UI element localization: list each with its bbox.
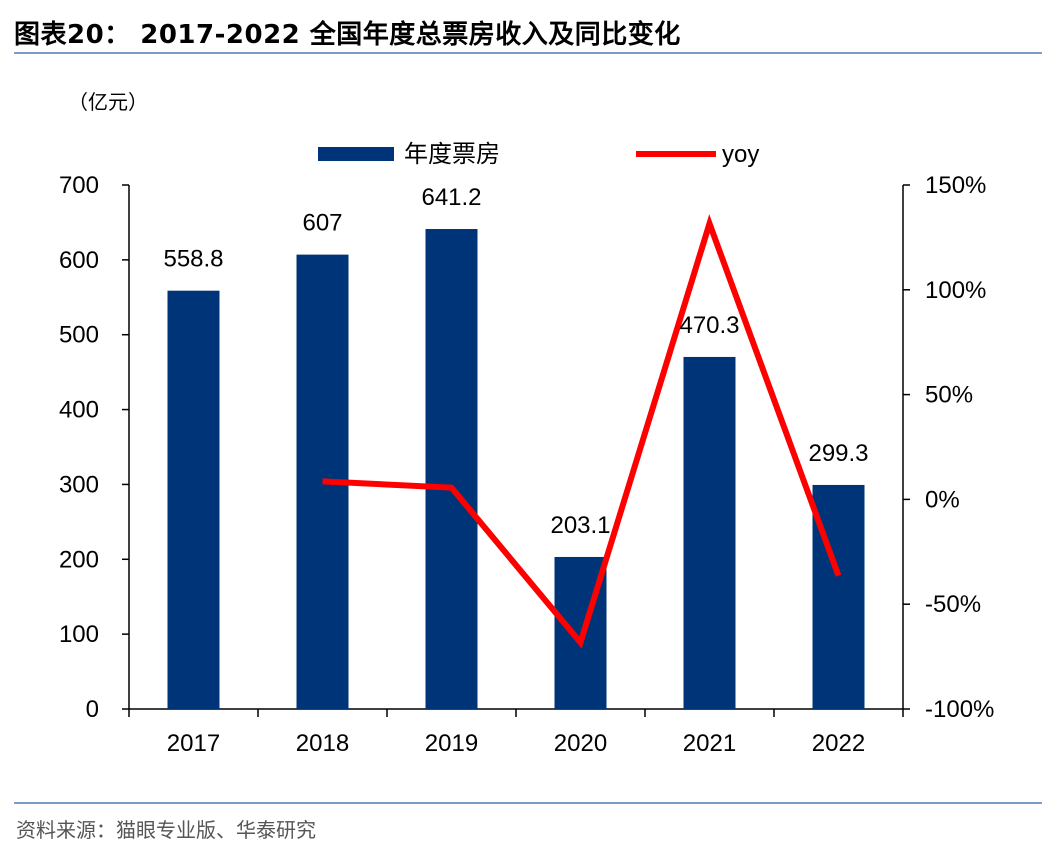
figure-title: 图表20： 2017-2022 全国年度总票房收入及同比变化	[14, 20, 681, 50]
x-tick-label: 2019	[425, 730, 478, 757]
x-tick-label: 2017	[167, 730, 220, 757]
x-tick-label: 2020	[554, 730, 607, 757]
bar	[425, 229, 478, 710]
legend-bar-swatch	[318, 147, 394, 161]
bar-data-label: 641.2	[421, 184, 481, 211]
source-note: 资料来源：猫眼专业版、华泰研究	[16, 818, 316, 842]
left-tick-label: 400	[59, 397, 99, 424]
legend: 年度票房 yoy	[318, 140, 759, 168]
legend-line-label: yoy	[722, 141, 759, 168]
bar-data-label: 203.1	[550, 512, 610, 539]
x-tick-label: 2022	[812, 730, 865, 757]
x-axis: 2017 2018 2019 2020 2021 2022	[128, 708, 904, 757]
bar-data-label: 607	[302, 210, 342, 237]
right-tick-label: 0%	[925, 486, 960, 513]
left-tick-label: 100	[59, 621, 99, 648]
unit-label: （亿元）	[68, 90, 148, 114]
right-tick-label: 100%	[925, 277, 986, 304]
legend-bar-label: 年度票房	[404, 140, 500, 168]
left-axis: 0 100 200 300 400 500 600 700	[59, 172, 130, 723]
left-tick-label: 600	[59, 247, 99, 274]
bar-data-label: 470.3	[679, 312, 739, 339]
left-tick-label: 0	[86, 696, 99, 723]
right-tick-label: 150%	[925, 172, 986, 199]
right-tick-label: 50%	[925, 382, 973, 409]
left-tick-label: 200	[59, 546, 99, 573]
footer-divider	[14, 802, 1042, 804]
bar-data-label: 299.3	[808, 440, 868, 467]
bar-data-label: 558.8	[163, 246, 223, 273]
bar	[167, 290, 220, 709]
left-tick-label: 700	[59, 172, 99, 199]
bar-series	[167, 229, 865, 710]
yoy-line	[322, 214, 842, 649]
bar-data-labels: 558.8 607 641.2 203.1 470.3 299.3	[163, 184, 868, 539]
yoy-series	[322, 214, 842, 649]
x-tick-label: 2018	[296, 730, 349, 757]
right-tick-label: -50%	[925, 591, 981, 618]
x-tick-label: 2021	[683, 730, 736, 757]
left-tick-label: 300	[59, 471, 99, 498]
title-divider	[14, 52, 1042, 54]
bar	[683, 356, 736, 709]
right-axis: -100% -50% 0% 50% 100% 150%	[902, 172, 994, 723]
right-tick-label: -100%	[925, 696, 994, 723]
left-tick-label: 500	[59, 322, 99, 349]
